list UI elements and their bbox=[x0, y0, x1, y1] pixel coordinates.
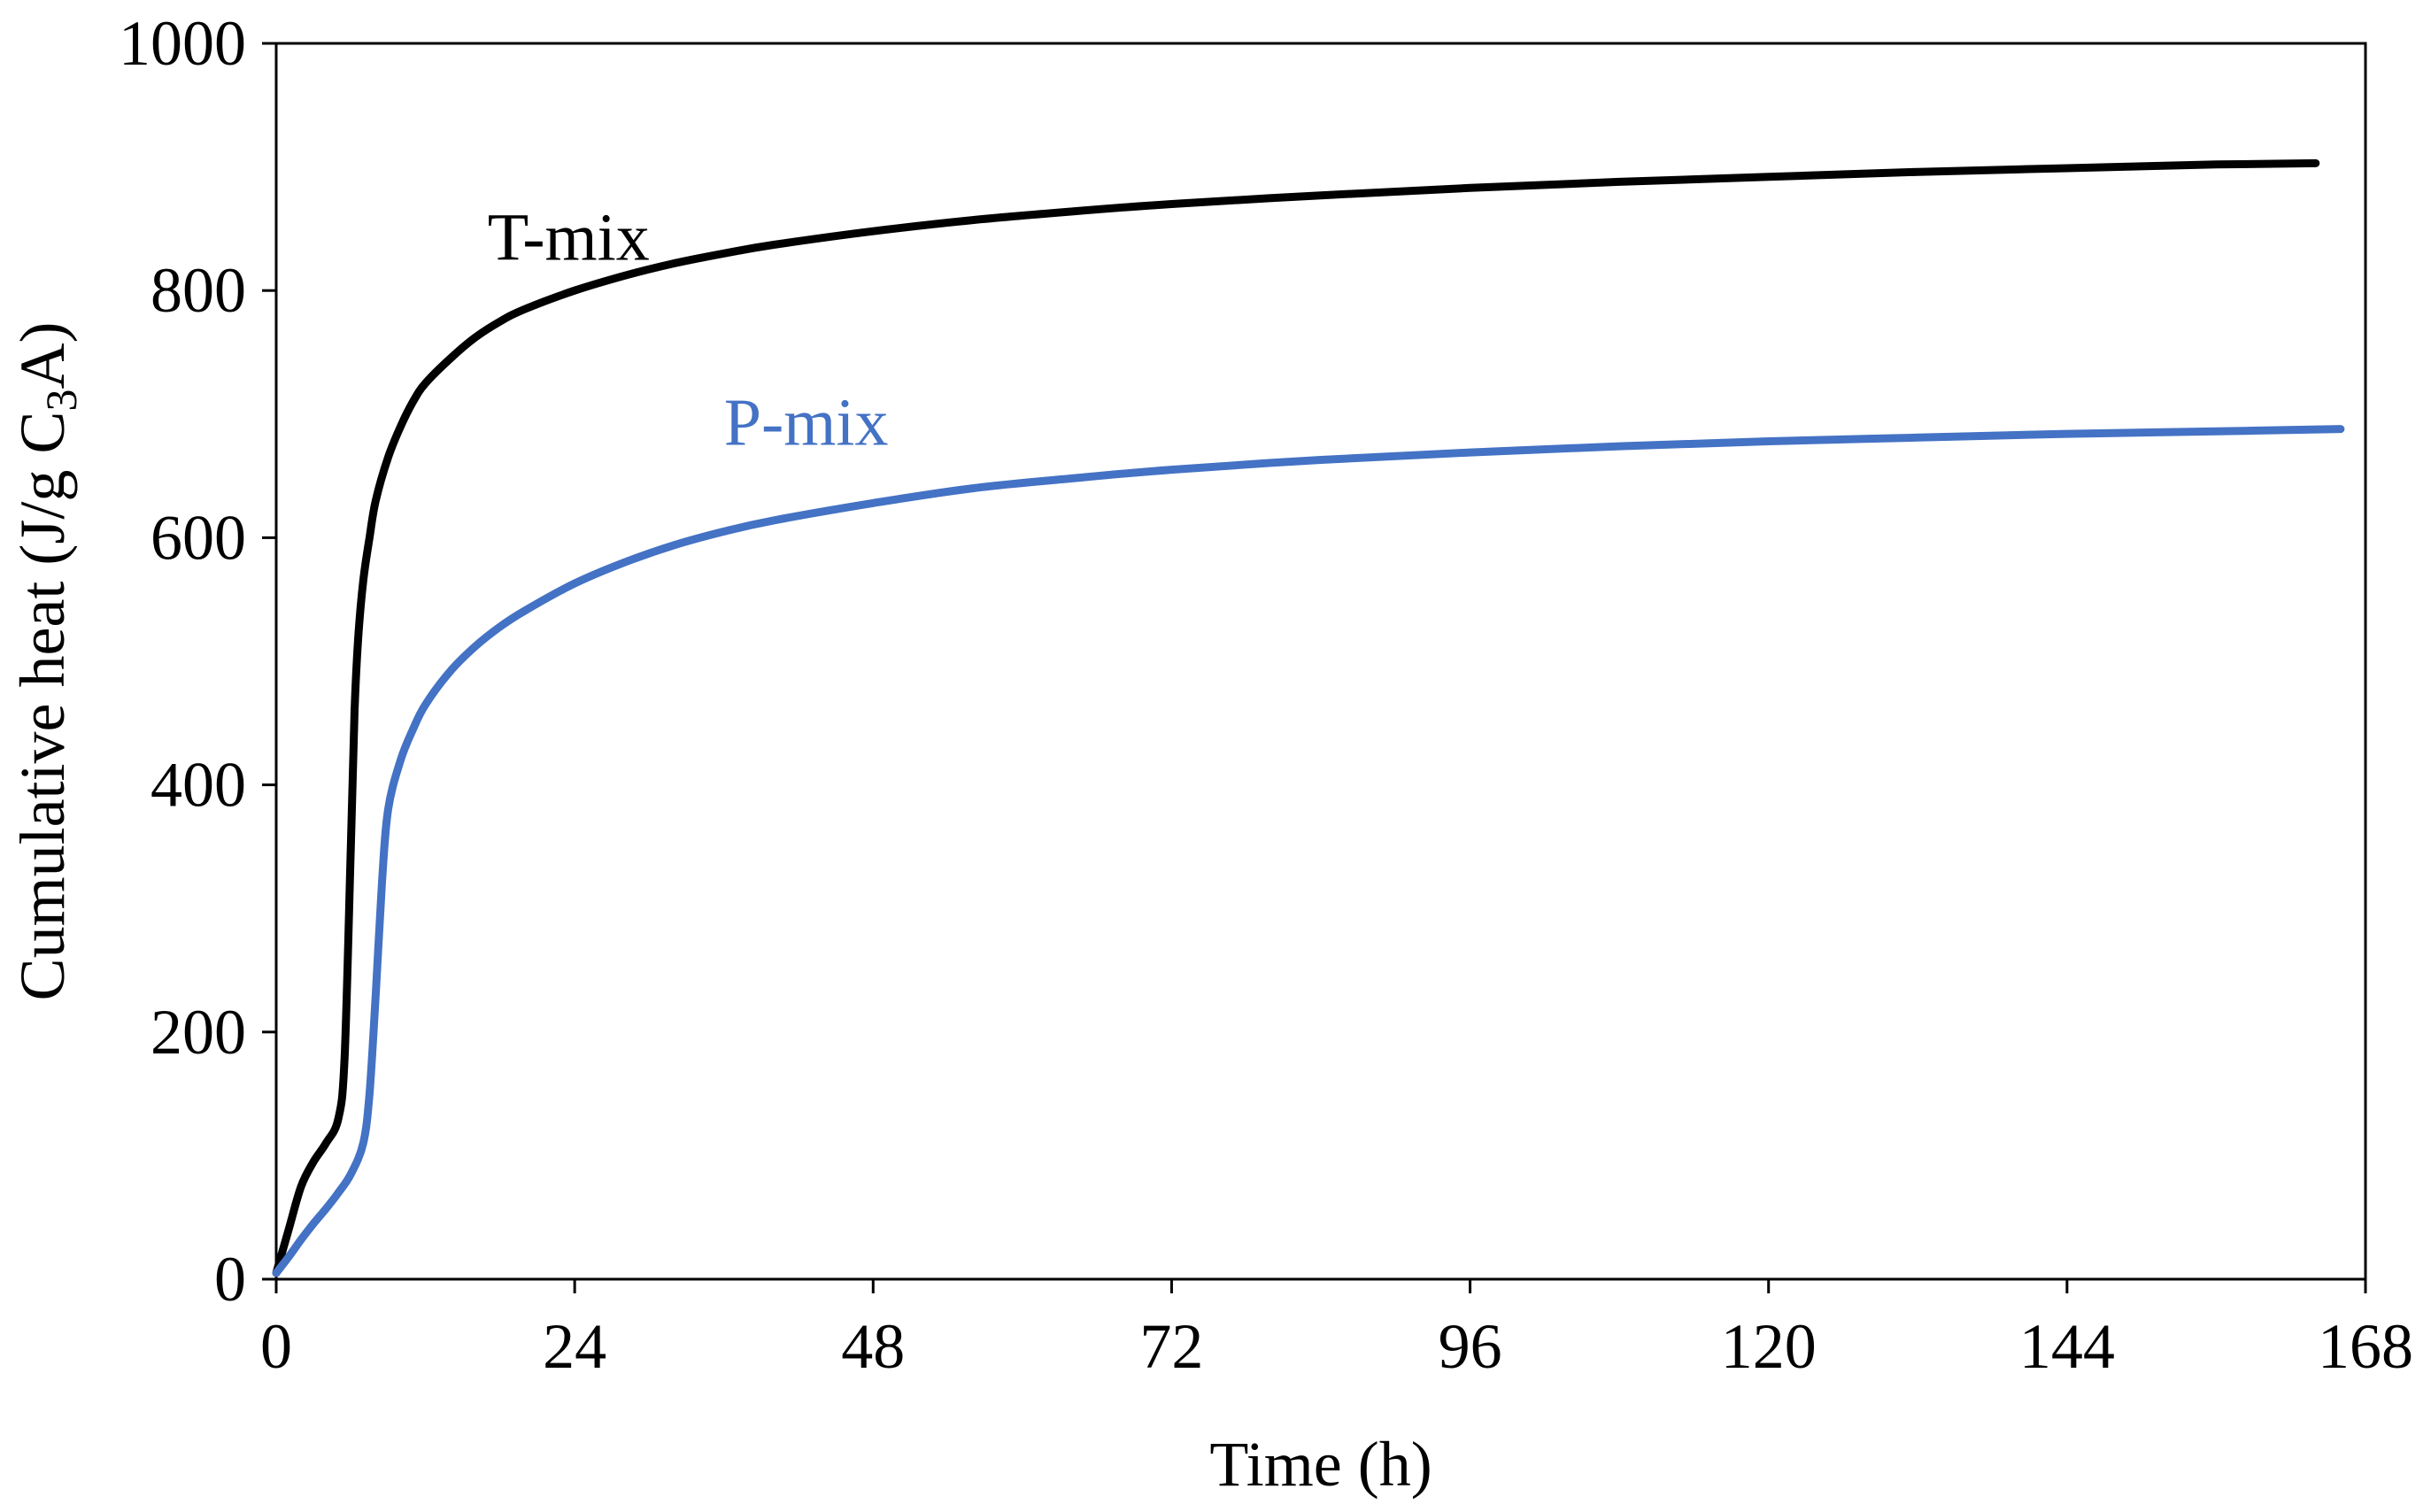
y-tick-label: 0 bbox=[214, 1244, 246, 1315]
x-tick-label: 168 bbox=[2318, 1311, 2413, 1382]
y-axis-title: Cumulative heat (J/g C3A) bbox=[7, 322, 86, 1001]
series-layer bbox=[272, 158, 2345, 1277]
x-tick-label: 96 bbox=[1439, 1311, 1502, 1382]
x-axis-ticks: 0 24 48 72 96 120 144 168 bbox=[260, 1279, 2413, 1382]
x-tick-label: 24 bbox=[543, 1311, 606, 1382]
y-tick-label: 800 bbox=[150, 255, 246, 326]
y-tick-label: 1000 bbox=[119, 8, 246, 79]
annotation-layer: T-mix P-mix bbox=[488, 200, 889, 459]
series-label-t-mix: T-mix bbox=[488, 200, 650, 274]
y-tick-label: 200 bbox=[150, 997, 246, 1068]
series-line-t-mix bbox=[272, 158, 2320, 1277]
y-axis-title-subscript: 3 bbox=[36, 390, 86, 412]
y-tick-label: 400 bbox=[150, 750, 246, 821]
series-line-p-mix bbox=[272, 425, 2345, 1277]
y-tick-label: 600 bbox=[150, 502, 246, 573]
x-tick-label: 48 bbox=[841, 1311, 905, 1382]
x-tick-label: 0 bbox=[260, 1311, 292, 1382]
y-axis-ticks: 0 200 400 600 800 1000 bbox=[119, 8, 276, 1315]
plot-area-frame bbox=[274, 42, 2367, 1281]
series-label-p-mix: P-mix bbox=[724, 386, 889, 460]
x-tick-label: 120 bbox=[1721, 1311, 1817, 1382]
y-axis-title-end: A) bbox=[7, 322, 78, 390]
x-tick-label: 144 bbox=[2019, 1311, 2115, 1382]
x-tick-label: 72 bbox=[1139, 1311, 1203, 1382]
x-axis-title: Time (h) bbox=[1209, 1429, 1432, 1500]
y-axis-title-main: Cumulative heat (J/g C bbox=[7, 412, 78, 1001]
